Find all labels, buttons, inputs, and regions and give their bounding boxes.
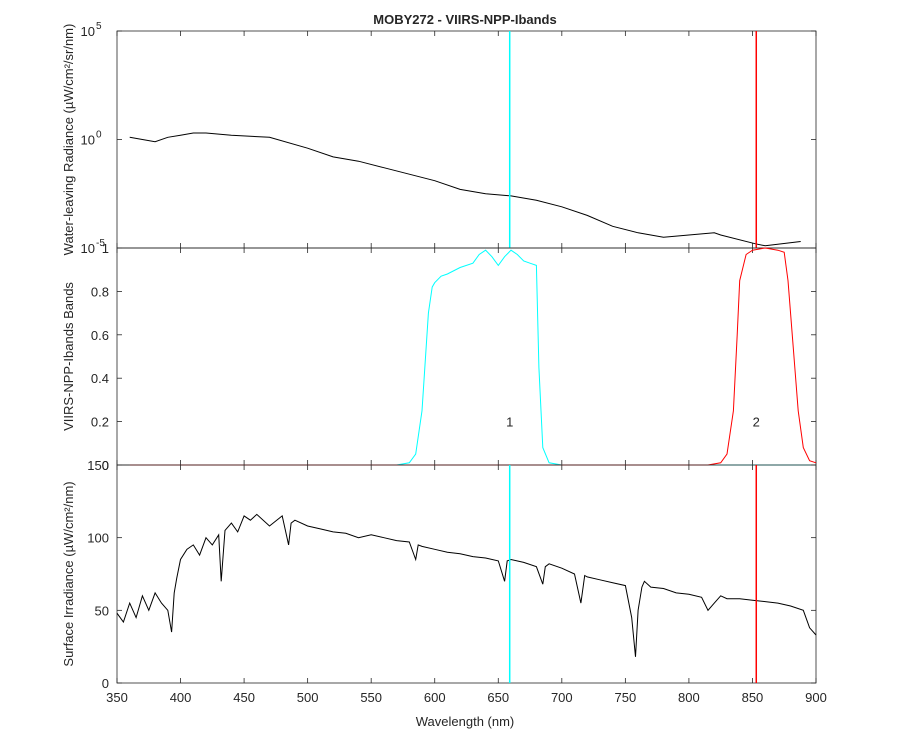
y-tick-label: 100 — [87, 531, 109, 546]
figure-title: MOBY272 - VIIRS-NPP-Ibands — [373, 12, 556, 27]
series-line-middle-0 — [129, 249, 816, 466]
y-tick-label: 0.6 — [91, 328, 109, 343]
y-tick-exponent: 5 — [96, 21, 102, 32]
axes-box-middle — [116, 247, 817, 466]
x-tick-label: 450 — [233, 690, 255, 705]
x-tick-label: 650 — [487, 690, 509, 705]
x-tick-label: 600 — [424, 690, 446, 705]
x-tick-label: 750 — [615, 690, 637, 705]
y-axis-label-top: Water-leaving Radiance (µW/cm²/sr/nm) — [61, 24, 76, 256]
x-tick-label: 700 — [551, 690, 573, 705]
series-line-top-0 — [129, 132, 801, 247]
y-tick-exponent: 0 — [96, 130, 102, 141]
x-tick-label: 500 — [297, 690, 319, 705]
y-axis-label-bottom: Surface Irradiance (µW/cm²/nm) — [61, 481, 76, 666]
y-tick-label: 50 — [95, 603, 109, 618]
y-tick-label: 10 — [81, 241, 95, 256]
axes-box-bottom — [116, 464, 817, 684]
x-tick-label: 550 — [360, 690, 382, 705]
y-axis-label-middle: VIIRS-NPP-Ibands Bands — [61, 282, 76, 431]
y-tick-label: 10 — [81, 24, 95, 39]
x-axis-label: Wavelength (nm) — [416, 714, 515, 729]
y-tick-label: 150 — [87, 458, 109, 473]
band-annotation: 1 — [506, 415, 513, 430]
axes-box-top — [116, 30, 817, 249]
x-tick-label: 400 — [170, 690, 192, 705]
series-line-middle-1 — [129, 247, 817, 466]
x-tick-label: 900 — [805, 690, 827, 705]
y-tick-exponent: -5 — [96, 238, 105, 249]
series-line-bottom-0 — [116, 513, 817, 657]
y-tick-label: 1 — [102, 241, 109, 256]
y-tick-label: 0.2 — [91, 415, 109, 430]
y-tick-label: 0.4 — [91, 371, 109, 386]
x-tick-label: 850 — [742, 690, 764, 705]
y-tick-label: 10 — [81, 133, 95, 148]
y-tick-label: 0 — [102, 676, 109, 691]
y-tick-label: 0 — [102, 458, 109, 473]
y-tick-label: 0.8 — [91, 284, 109, 299]
x-tick-label: 800 — [678, 690, 700, 705]
x-tick-label: 350 — [106, 690, 128, 705]
band-annotation: 2 — [753, 415, 760, 430]
